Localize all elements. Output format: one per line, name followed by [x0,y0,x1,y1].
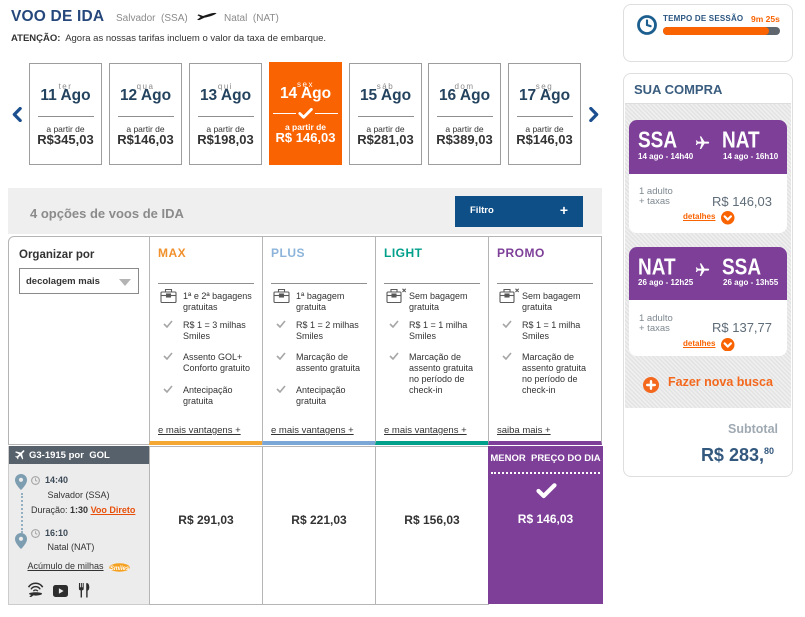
svg-text:Smiles: Smiles [110,566,130,572]
